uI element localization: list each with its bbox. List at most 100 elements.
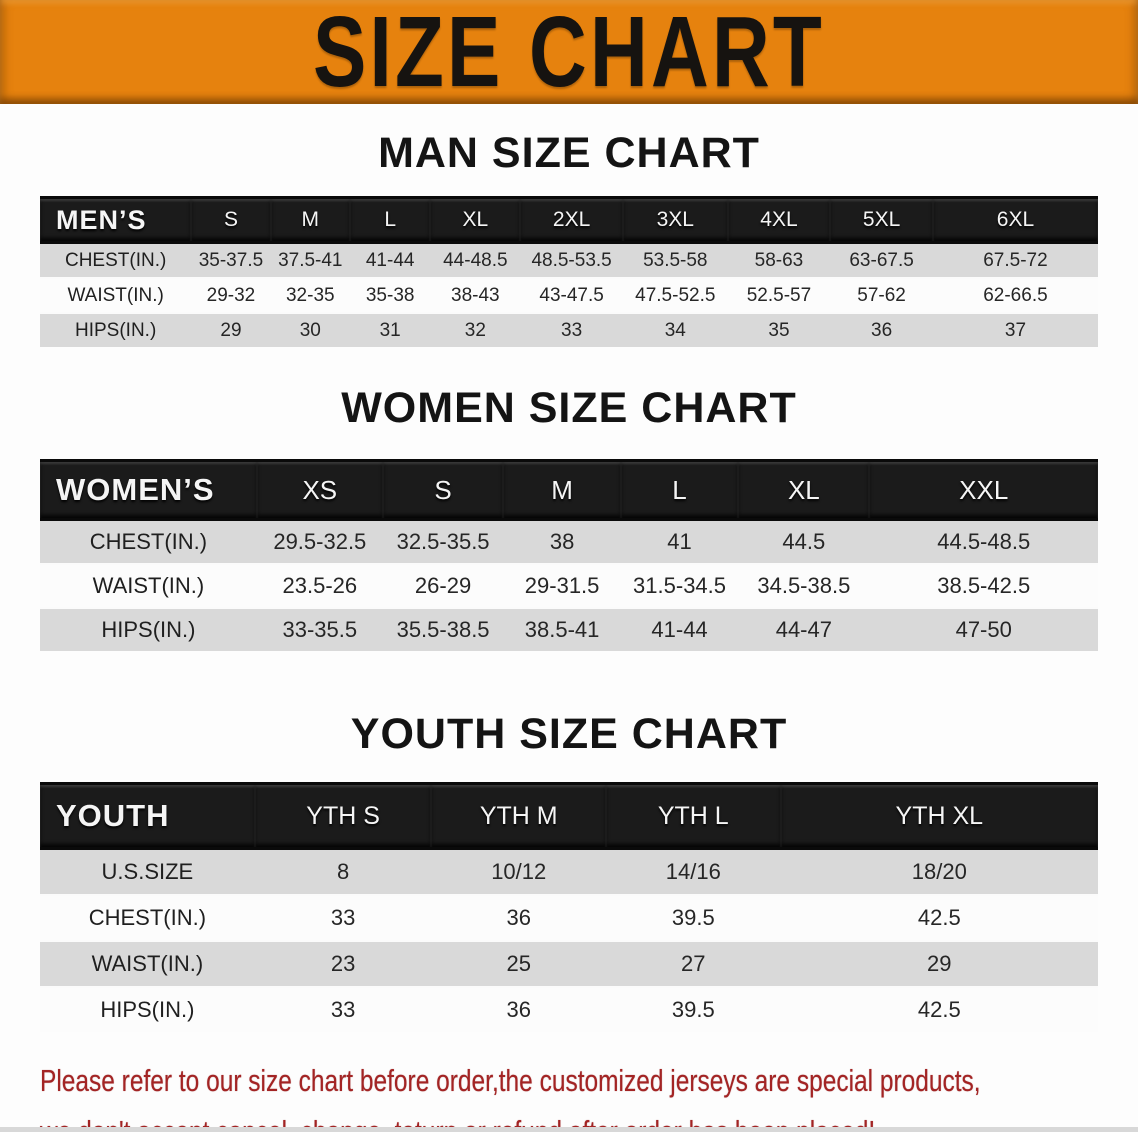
measurement-value: 35-37.5 [191, 241, 271, 278]
measurement-value: 47.5-52.5 [622, 277, 728, 313]
women-size-section: WOMEN SIZE CHART WOMEN’S XS S M L XL XXL CHEST(… [0, 384, 1138, 651]
size-column-header: YTH M [431, 782, 606, 850]
size-column-header: XL [738, 459, 870, 521]
group-label: MEN’S [40, 196, 192, 244]
size-column-header: YTH L [606, 782, 781, 850]
disclaimer-note: Please refer to our size chart before or… [40, 1058, 1138, 1132]
size-column-header: L [620, 459, 739, 521]
men-size-table: MEN’S S M L XL 2XL 3XL 4XL 5XL 6XL CHEST(IN.) 35-37… [40, 196, 1098, 347]
measurement-value: 8 [254, 847, 432, 895]
measurement-value: 29 [191, 312, 271, 347]
measurement-value: 41-44 [620, 607, 739, 651]
size-header-row: WOMEN’S XS S M L XL XXL [40, 459, 1098, 521]
measurement-row: WAIST(IN.) 29-32 32-35 35-38 38-43 43-47.5 47.… [40, 277, 1098, 313]
size-header-row: MEN’S S M L XL 2XL 3XL 4XL 5XL 6XL [40, 196, 1098, 244]
measurement-label: WAIST(IN.) [40, 563, 257, 608]
measurement-row: U.S.SIZE 8 10/12 14/16 18/20 [40, 847, 1098, 895]
measurement-value: 41 [620, 518, 739, 564]
measurement-value: 32 [430, 312, 521, 347]
measurement-row: WAIST(IN.) 23.5-26 26-29 29-31.5 31.5-34.5 34… [40, 563, 1098, 608]
measurement-value: 39.5 [606, 894, 781, 941]
measurement-row: CHEST(IN.) 29.5-32.5 32.5-35.5 38 41 44.5 44.5… [40, 518, 1098, 564]
measurement-row: HIPS(IN.) 29 30 31 32 33 34 35 36 37 [40, 312, 1098, 347]
measurement-value: 10/12 [431, 847, 606, 895]
size-column-header: M [503, 459, 621, 521]
measurement-value: 36 [431, 894, 606, 941]
measurement-value: 29 [780, 940, 1098, 987]
measurement-value: 33 [254, 894, 432, 941]
measurement-value: 14/16 [606, 847, 781, 895]
group-label: YOUTH [40, 782, 255, 850]
measurement-value: 44.5 [738, 518, 870, 564]
size-column-header: XS [256, 459, 383, 521]
measurement-label: CHEST(IN.) [40, 241, 192, 278]
size-column-header: 5XL [830, 196, 933, 244]
measurement-label: CHEST(IN.) [40, 894, 255, 941]
size-column-header: YTH S [254, 782, 432, 850]
size-column-header: 4XL [727, 196, 831, 244]
measurement-value: 23.5-26 [256, 563, 383, 608]
measurement-label: WAIST(IN.) [40, 277, 192, 313]
measurement-value: 38-43 [430, 277, 521, 313]
women-section-heading: WOMEN SIZE CHART [341, 384, 797, 432]
measurement-value: 53.5-58 [622, 241, 728, 278]
size-column-header: S [191, 196, 271, 244]
size-column-header: XL [430, 196, 521, 244]
measurement-value: 30 [270, 312, 350, 347]
measurement-value: 44.5-48.5 [869, 518, 1098, 564]
measurement-row: CHEST(IN.) 33 36 39.5 42.5 [40, 894, 1098, 941]
measurement-value: 37 [932, 312, 1098, 347]
measurement-value: 39.5 [606, 986, 781, 1032]
measurement-value: 38.5-42.5 [869, 563, 1098, 608]
measurement-value: 26-29 [382, 563, 504, 608]
size-column-header: XXL [869, 459, 1098, 521]
measurement-value: 31.5-34.5 [620, 563, 739, 608]
measurement-row: WAIST(IN.) 23 25 27 29 [40, 940, 1098, 987]
disclaimer-line-1: Please refer to our size chart before or… [40, 1058, 1138, 1109]
measurement-value: 67.5-72 [932, 241, 1098, 278]
measurement-value: 18/20 [780, 847, 1098, 895]
banner-title: SIZE CHART [313, 0, 825, 108]
measurement-value: 48.5-53.5 [520, 241, 623, 278]
measurement-value: 57-62 [830, 277, 933, 313]
measurement-value: 44-48.5 [430, 241, 521, 278]
size-column-header: M [270, 196, 350, 244]
measurement-label: HIPS(IN.) [40, 986, 255, 1032]
size-column-header: S [382, 459, 504, 521]
measurement-value: 23 [254, 940, 432, 987]
measurement-value: 35.5-38.5 [382, 607, 504, 651]
measurement-label: HIPS(IN.) [40, 312, 192, 347]
measurement-value: 32.5-35.5 [382, 518, 504, 564]
banner: SIZE CHART [0, 0, 1138, 104]
measurement-value: 32-35 [270, 277, 350, 313]
measurement-value: 47-50 [869, 607, 1098, 651]
measurement-value: 41-44 [349, 241, 431, 278]
measurement-value: 29-31.5 [503, 563, 621, 608]
size-header-row: YOUTH YTH S YTH M YTH L YTH XL [40, 782, 1098, 850]
size-column-header: L [349, 196, 431, 244]
youth-section-heading: YOUTH SIZE CHART [350, 710, 788, 758]
measurement-value: 34.5-38.5 [738, 563, 870, 608]
measurement-value: 62-66.5 [932, 277, 1098, 313]
measurement-value: 27 [606, 940, 781, 987]
measurement-row: HIPS(IN.) 33 36 39.5 42.5 [40, 986, 1098, 1032]
measurement-value: 25 [431, 940, 606, 987]
measurement-label: U.S.SIZE [40, 847, 255, 895]
measurement-row: HIPS(IN.) 33-35.5 35.5-38.5 38.5-41 41-44 44-… [40, 607, 1098, 651]
size-column-header: 3XL [622, 196, 728, 244]
measurement-value: 58-63 [727, 241, 831, 278]
measurement-value: 36 [431, 986, 606, 1032]
group-label: WOMEN’S [40, 459, 257, 521]
measurement-value: 29-32 [191, 277, 271, 313]
measurement-value: 43-47.5 [520, 277, 623, 313]
measurement-label: WAIST(IN.) [40, 940, 255, 987]
measurement-value: 34 [622, 312, 728, 347]
measurement-value: 36 [830, 312, 933, 347]
measurement-value: 37.5-41 [270, 241, 350, 278]
measurement-value: 42.5 [780, 894, 1098, 941]
size-column-header: 6XL [932, 196, 1098, 244]
size-column-header: YTH XL [780, 782, 1098, 850]
measurement-value: 31 [349, 312, 431, 347]
bottom-edge-strip [0, 1127, 1138, 1132]
